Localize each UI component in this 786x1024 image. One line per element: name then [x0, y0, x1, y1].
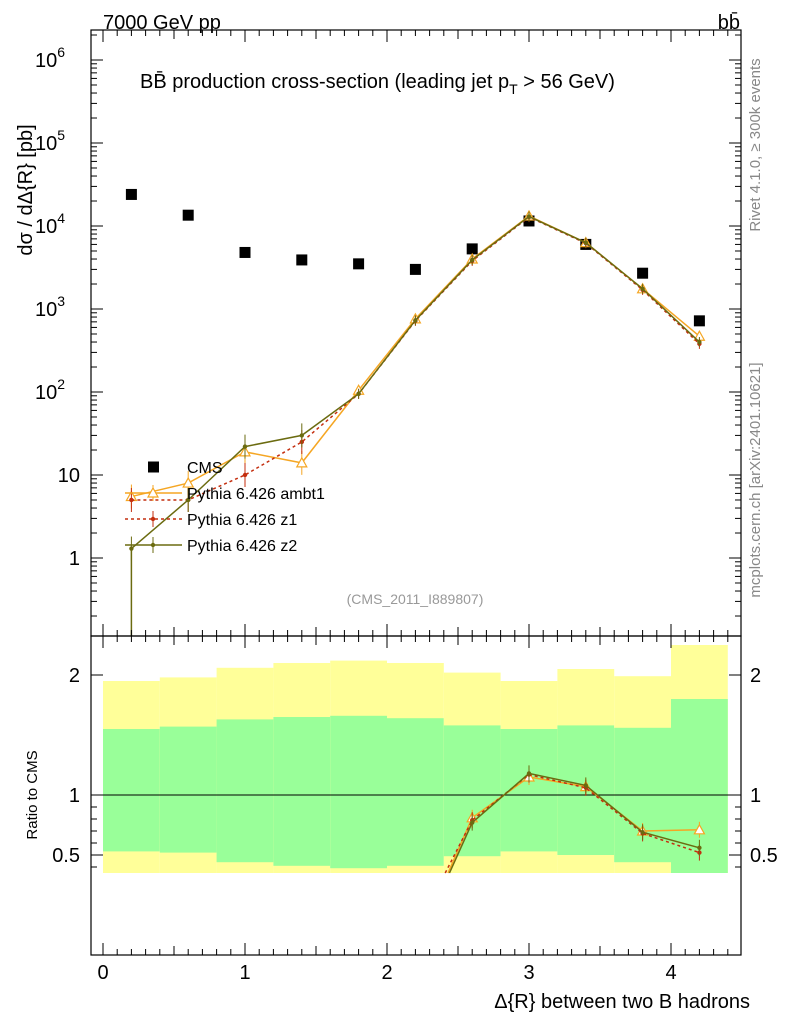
- mc-point-dot: [356, 391, 361, 397]
- mc-point-dot: [697, 339, 702, 345]
- legend-marker-triangle: [146, 486, 160, 498]
- y-tick-label-exp: 3: [57, 293, 65, 309]
- ratio-series: [91, 765, 741, 874]
- cms-data-point: [637, 267, 649, 279]
- mcplots-label: mcplots.cern.ch [arXiv:2401.10621]: [747, 362, 764, 597]
- y-tick-label-base: 10: [58, 465, 80, 487]
- y-axis-title: dσ / dΔ{R} [pb]: [15, 124, 37, 255]
- ratio-y-tick-label: 0.5: [52, 845, 80, 867]
- cms-data-point: [693, 315, 705, 327]
- legend-label: CMS: [187, 460, 223, 477]
- legend-label: Pythia 6.426 z1: [187, 512, 297, 529]
- chart-title-tail: > 56 GeV): [518, 71, 615, 93]
- y-tick-label-base: 1: [69, 548, 80, 570]
- cms-data-point: [239, 246, 251, 258]
- y-tick-label-base: 10: [35, 133, 57, 155]
- mc-point-dot: [299, 433, 304, 438]
- y-tick-label-base: 10: [35, 50, 57, 72]
- cms-data-point: [125, 188, 137, 200]
- mc-point-dot: [242, 472, 248, 478]
- main-series: [125, 188, 706, 636]
- y-tick-label-exp: 4: [57, 210, 65, 226]
- cms-data-point: [409, 263, 421, 275]
- mc-point-dot: [583, 240, 588, 245]
- rivet-label: Rivet 4.1.0, ≥ 300k events: [747, 58, 764, 231]
- mc-line-1: [131, 215, 700, 498]
- cms-data-point: [296, 254, 308, 266]
- green-band-bin: [159, 726, 217, 853]
- ratio-uncertainty-bands: [103, 645, 728, 873]
- ratio-line-0: [447, 776, 700, 874]
- green-band-bin: [103, 729, 160, 852]
- mc-point-dot: [242, 444, 248, 449]
- ratio-y-tick-label: 1: [69, 785, 80, 807]
- green-band-bin: [330, 715, 387, 869]
- mc-point-dot: [640, 286, 645, 292]
- y-tick-label: 105: [35, 127, 65, 155]
- process-label: bb̄: [718, 11, 740, 34]
- legend-marker-dot: [150, 542, 156, 548]
- green-band-bin: [443, 725, 501, 857]
- ratio-y-tick-label: 2: [69, 665, 80, 687]
- chart-title-main: BB̄ production cross-section (leading je…: [140, 70, 509, 93]
- ratio-point-dot: [697, 845, 702, 850]
- ratio-point-dot: [583, 783, 588, 788]
- mc-point-triangle: [295, 456, 308, 468]
- y-tick-label: 103: [35, 293, 65, 321]
- green-band-bin: [387, 718, 444, 866]
- x-tick-label: 1: [239, 962, 250, 984]
- legend-marker-dot: [150, 516, 156, 522]
- ratio-point-triangle: [693, 823, 706, 835]
- cms-data-point: [466, 243, 478, 255]
- mc-point-dot: [186, 497, 191, 503]
- ratio-point-dot: [526, 771, 532, 776]
- mc-point-dot: [470, 257, 475, 263]
- y-tick-label: 10: [58, 465, 80, 487]
- y-tick-label: 102: [35, 376, 65, 404]
- cms-data-point: [353, 258, 365, 270]
- mc-point-dot: [413, 318, 418, 323]
- legend-marker-cms: [148, 461, 159, 473]
- ratio-point-dot: [640, 830, 645, 835]
- legend-label: Pythia 6.426 ambt1: [187, 486, 325, 503]
- y-tick-label-base: 10: [35, 299, 57, 321]
- mc-line-2: [131, 216, 700, 501]
- cms-data-point: [182, 209, 194, 221]
- ratio-line-1: [444, 773, 700, 874]
- y-tick-label-base: 10: [35, 382, 57, 404]
- x-tick-label: 3: [523, 962, 534, 984]
- y-tick-label-exp: 2: [57, 376, 65, 392]
- legend: CMS Pythia 6.426 ambt1 Pythia 6.426 z1 Pyth…: [125, 460, 325, 555]
- ratio-line-2: [448, 772, 700, 874]
- mc-point-dot: [129, 497, 134, 503]
- green-band-bin: [273, 717, 331, 866]
- ratio-axis-title: Ratio to CMS: [24, 750, 41, 839]
- mc-point-triangle: [182, 476, 195, 488]
- chart-title-sub: T: [509, 81, 518, 97]
- ratio-y-tick-label-right: 2: [750, 665, 761, 687]
- y-tick-label: 104: [35, 210, 65, 238]
- y-tick-label: 106: [35, 44, 65, 72]
- x-axis-title: Δ{R} between two B hadrons: [494, 991, 750, 1013]
- green-band-bin: [216, 719, 274, 863]
- chart-title: BB̄ production cross-section (leading je…: [140, 70, 615, 97]
- y-tick-label-exp: 6: [57, 44, 65, 60]
- ratio-y-tick-label-right: 0.5: [750, 845, 778, 867]
- x-tick-label: 2: [381, 962, 392, 984]
- analysis-label: (CMS_2011_I889807): [347, 591, 484, 607]
- ratio-point-dot: [470, 820, 475, 825]
- mc-point-dot: [526, 214, 532, 219]
- ratio-y-tick-label-right: 1: [750, 785, 761, 807]
- beam-label: 7000 GeV pp: [103, 12, 221, 34]
- x-tick-label: 0: [97, 962, 108, 984]
- y-tick-label-base: 10: [35, 216, 57, 238]
- x-tick-label: 4: [665, 962, 676, 984]
- y-tick-label-exp: 5: [57, 127, 65, 143]
- y-tick-label: 1: [69, 548, 80, 570]
- legend-label: Pythia 6.426 z2: [187, 538, 297, 555]
